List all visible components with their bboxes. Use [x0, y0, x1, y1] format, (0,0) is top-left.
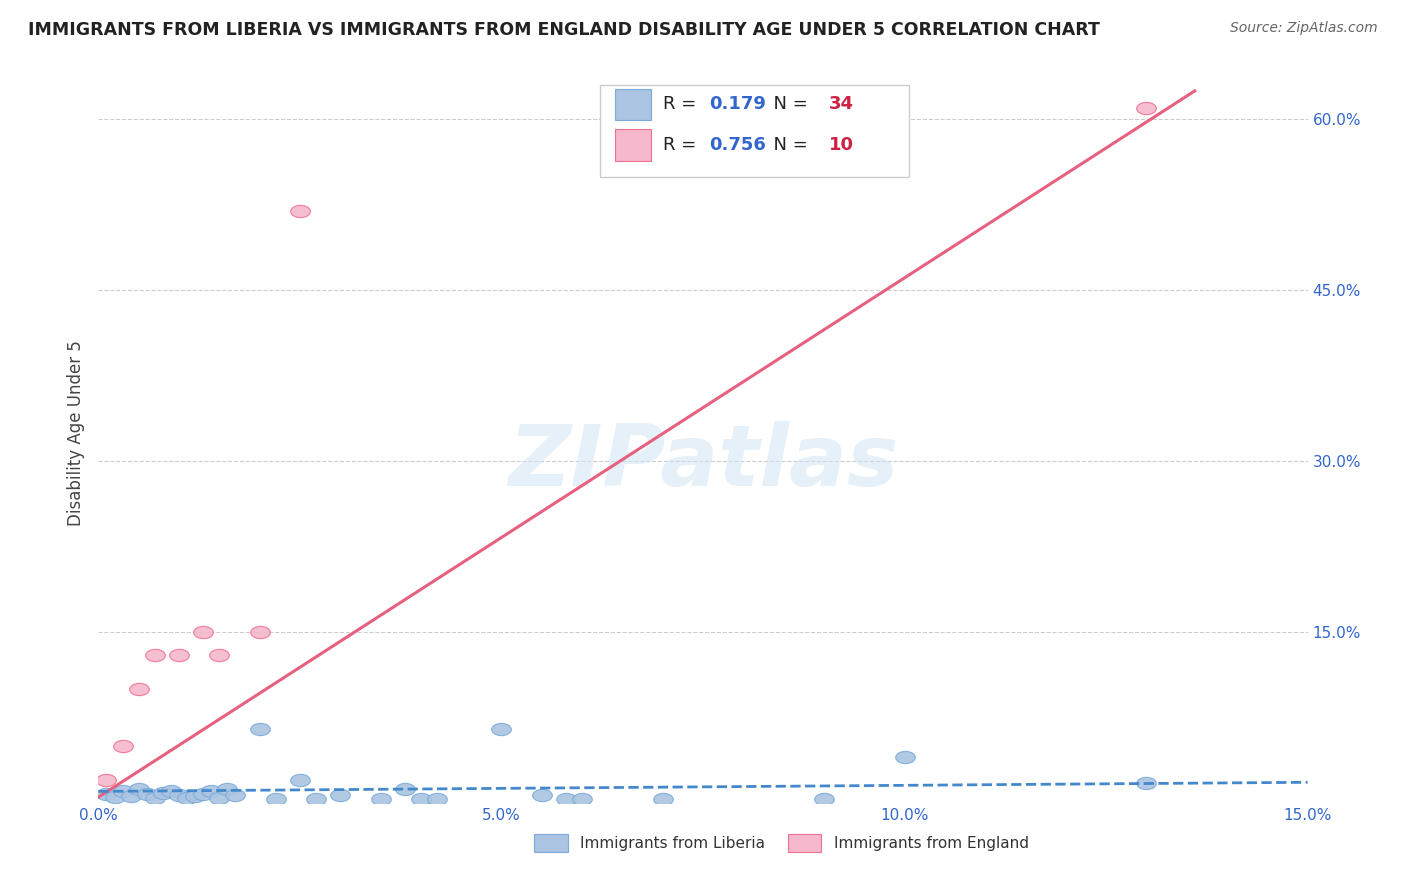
Text: R =: R = — [664, 95, 702, 113]
Point — [329, 788, 352, 802]
Point — [167, 788, 190, 802]
Point — [264, 792, 287, 806]
Point — [193, 787, 215, 801]
Point — [288, 772, 311, 787]
Text: 34: 34 — [828, 95, 853, 113]
FancyBboxPatch shape — [614, 129, 651, 161]
Point — [394, 782, 416, 797]
FancyBboxPatch shape — [600, 85, 908, 178]
Point — [96, 787, 118, 801]
Y-axis label: Disability Age Under 5: Disability Age Under 5 — [66, 340, 84, 525]
Point — [111, 784, 134, 798]
Point — [249, 722, 271, 736]
Point — [813, 792, 835, 806]
Text: IMMIGRANTS FROM LIBERIA VS IMMIGRANTS FROM ENGLAND DISABILITY AGE UNDER 5 CORREL: IMMIGRANTS FROM LIBERIA VS IMMIGRANTS FR… — [28, 21, 1099, 38]
Text: N =: N = — [762, 95, 814, 113]
Text: 10: 10 — [828, 136, 853, 154]
Point — [152, 786, 174, 800]
Point — [176, 791, 198, 805]
Point — [305, 792, 328, 806]
Point — [160, 784, 183, 798]
Point — [1135, 101, 1157, 115]
Text: R =: R = — [664, 136, 702, 154]
Point — [224, 788, 246, 802]
Text: ZIPatlas: ZIPatlas — [508, 421, 898, 504]
Point — [143, 648, 166, 662]
Text: N =: N = — [762, 136, 814, 154]
Point — [193, 624, 215, 639]
Point — [103, 790, 125, 805]
Point — [135, 787, 157, 801]
Point — [143, 791, 166, 805]
FancyBboxPatch shape — [787, 834, 821, 853]
Point — [128, 782, 150, 797]
Point — [530, 788, 553, 802]
Point — [893, 750, 915, 764]
FancyBboxPatch shape — [614, 88, 651, 120]
FancyBboxPatch shape — [534, 834, 568, 853]
Point — [409, 792, 432, 806]
Text: Immigrants from Liberia: Immigrants from Liberia — [579, 836, 765, 851]
Point — [208, 648, 231, 662]
Text: 0.756: 0.756 — [709, 136, 766, 154]
Text: Source: ZipAtlas.com: Source: ZipAtlas.com — [1230, 21, 1378, 35]
Point — [111, 739, 134, 753]
Point — [96, 772, 118, 787]
Text: 0.179: 0.179 — [709, 95, 766, 113]
Point — [184, 789, 207, 803]
Point — [571, 792, 593, 806]
Point — [120, 789, 142, 803]
Point — [426, 792, 449, 806]
Text: Immigrants from England: Immigrants from England — [834, 836, 1029, 851]
Point — [491, 722, 513, 736]
Point — [249, 624, 271, 639]
Point — [1135, 776, 1157, 790]
Point — [167, 648, 190, 662]
Point — [370, 792, 392, 806]
Point — [208, 791, 231, 805]
Point — [555, 792, 578, 806]
Point — [217, 782, 239, 797]
Point — [128, 681, 150, 696]
Point — [651, 792, 673, 806]
Point — [200, 784, 222, 798]
Point — [288, 203, 311, 218]
